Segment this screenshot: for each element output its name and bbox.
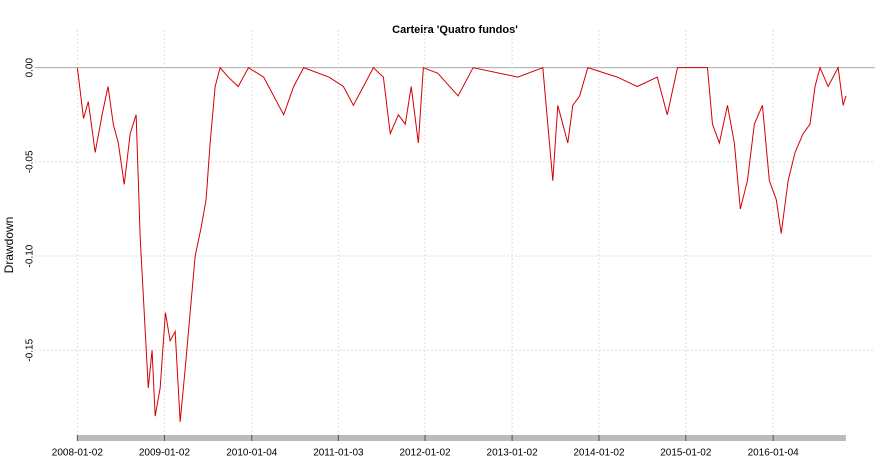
- y-tick-label: -0.15: [25, 338, 36, 361]
- x-tick-label: 2010-01-04: [226, 448, 278, 459]
- y-tick-label: 0.00: [25, 58, 36, 78]
- y-tick-label: -0.05: [25, 150, 36, 173]
- chart-title: Carteira 'Quatro fundos': [392, 24, 518, 36]
- drawdown-line: [76, 66, 847, 422]
- y-axis-label: Drawdown: [2, 217, 16, 274]
- x-tick-label: 2013-01-02: [487, 448, 539, 459]
- x-tick-label: 2016-01-04: [748, 448, 800, 459]
- x-tick-label: 2014-01-02: [573, 448, 625, 459]
- x-tick-label: 2015-01-02: [660, 448, 712, 459]
- x-axis-band: [77, 435, 846, 441]
- y-tick-label: -0.10: [25, 244, 36, 267]
- x-tick-label: 2012-01-02: [399, 448, 451, 459]
- x-tick-label: 2009-01-02: [139, 448, 191, 459]
- x-tick-label: 2008-01-02: [52, 448, 104, 459]
- x-tick-label: 2011-01-03: [313, 448, 364, 459]
